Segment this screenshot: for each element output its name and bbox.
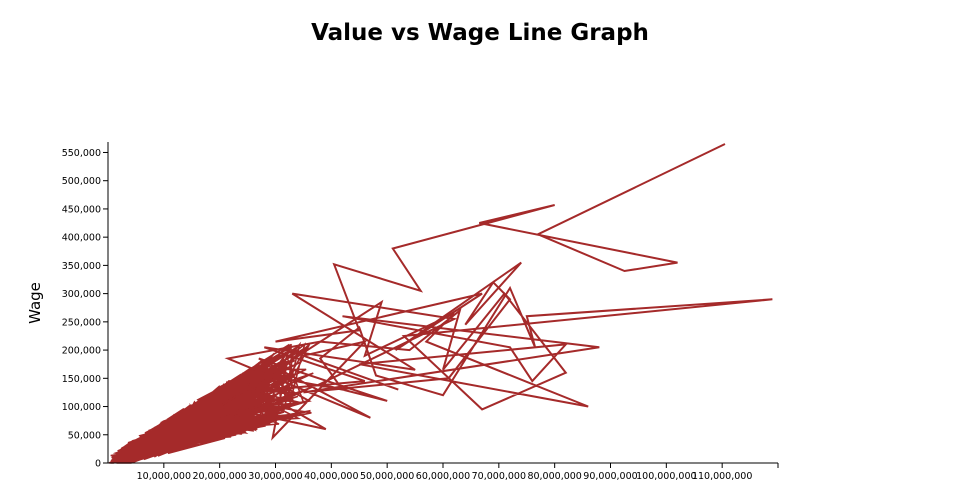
- series-line-0: [213, 143, 773, 441]
- x-tick-label: 10,000,000: [137, 471, 191, 482]
- series-line-cluster: [108, 341, 314, 464]
- y-axis-title: Wage: [26, 282, 44, 324]
- y-tick-label: 450,000: [62, 204, 101, 215]
- y-tick-label: 150,000: [62, 374, 101, 385]
- dense-data-cluster: [108, 341, 314, 464]
- y-tick-label: 100,000: [62, 402, 101, 413]
- y-tick-label: 0: [95, 459, 101, 470]
- y-tick-label: 500,000: [62, 176, 101, 187]
- y-tick-label: 50,000: [68, 430, 101, 441]
- x-tick-label: 40,000,000: [304, 471, 358, 482]
- y-tick-label: 300,000: [62, 289, 101, 300]
- x-tick-label: 30,000,000: [248, 471, 302, 482]
- x-tick-label: 70,000,000: [472, 471, 526, 482]
- y-tick-label: 400,000: [62, 233, 101, 244]
- series-line-layer: [213, 143, 773, 441]
- x-tick-label: 110,000,000: [692, 471, 752, 482]
- y-tick-label: 200,000: [62, 346, 101, 357]
- y-tick-label: 550,000: [62, 148, 101, 159]
- x-tick-label: 80,000,000: [527, 471, 581, 482]
- x-tick-label: 100,000,000: [636, 471, 696, 482]
- x-tick-label: 20,000,000: [192, 471, 246, 482]
- axes: 0 50,000 100,000 150,000 200,000 250,000 300,0…: [62, 142, 779, 482]
- chart-title: Value vs Wage Line Graph: [311, 20, 649, 46]
- x-tick-label: 50,000,000: [360, 471, 414, 482]
- y-tick-label: 250,000: [62, 317, 101, 328]
- x-tick-label: 60,000,000: [416, 471, 470, 482]
- x-tick-label: 90,000,000: [583, 471, 637, 482]
- y-tick-label: 350,000: [62, 261, 101, 272]
